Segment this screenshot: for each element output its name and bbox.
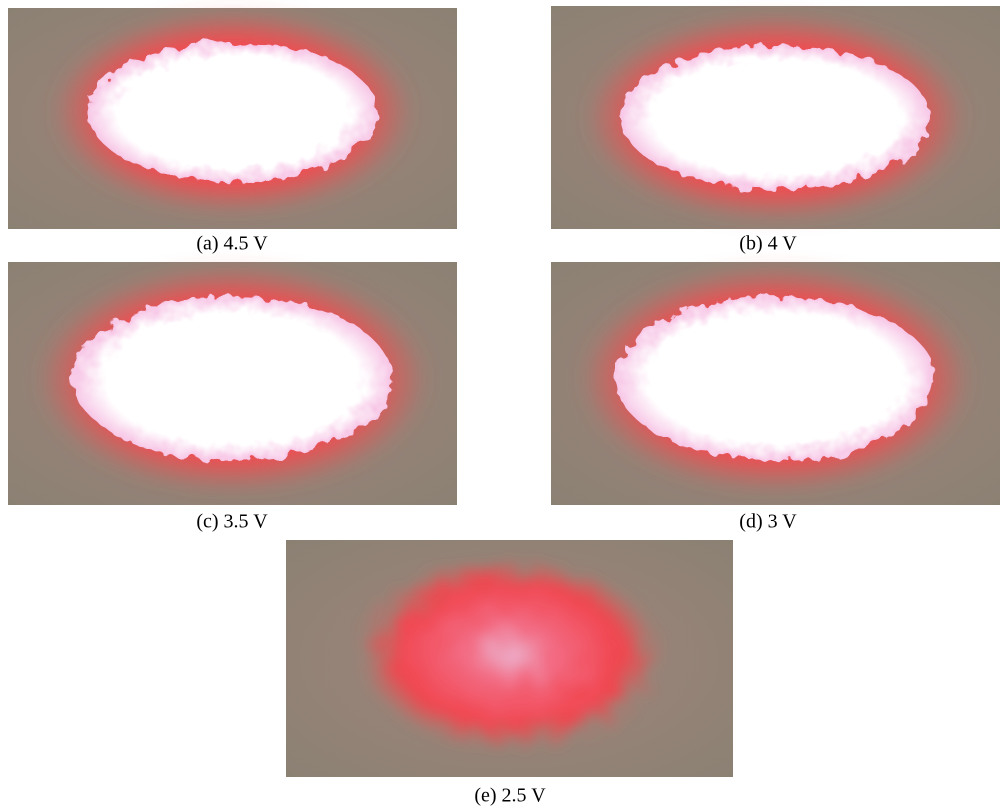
caption: (d) 3 V xyxy=(739,511,797,533)
light-spot xyxy=(88,42,378,182)
caption: (b) 4 V xyxy=(739,233,797,255)
panel: (e) 2.5 V xyxy=(286,540,733,807)
panel: (b) 4 V xyxy=(551,6,1000,255)
caption: (e) 2.5 V xyxy=(474,785,546,807)
caption: (c) 3.5 V xyxy=(196,511,268,533)
figure: (a) 4.5 V (b) 4 V (c) 3.5 V (d) 3 V (e) 2.5 … xyxy=(0,0,1003,811)
light-spot xyxy=(616,297,936,461)
panel: (c) 3.5 V xyxy=(8,262,457,533)
caption: (a) 4.5 V xyxy=(196,233,268,255)
light-spot xyxy=(73,297,393,461)
light-spot xyxy=(621,46,931,190)
panel: (d) 3 V xyxy=(551,262,1000,533)
panel: (a) 4.5 V xyxy=(8,8,457,255)
light-spot xyxy=(360,559,660,749)
